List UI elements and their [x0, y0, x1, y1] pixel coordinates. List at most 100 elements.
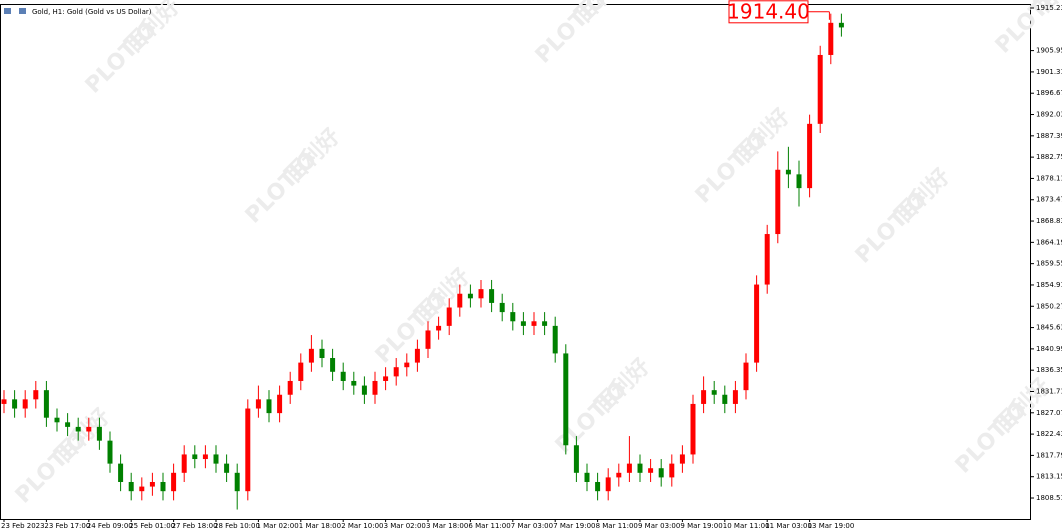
candle-body: [308, 348, 314, 363]
y-tick-label: 1905.95: [1036, 47, 1062, 55]
candle-body: [75, 426, 81, 432]
candle-body: [637, 463, 643, 473]
candle-body: [817, 54, 823, 124]
candle-body: [171, 472, 177, 492]
x-tick-label: 8 Mar 11:00: [596, 522, 638, 530]
candle-body: [330, 358, 336, 372]
candle-body: [785, 169, 791, 175]
candle-body: [669, 463, 675, 478]
x-tick-label: 3 Mar 18:00: [426, 522, 468, 530]
y-tick-label: 1808.51: [1036, 494, 1062, 502]
candle-body: [711, 390, 717, 395]
candle-body: [298, 362, 304, 381]
candle-body: [446, 307, 452, 326]
x-tick-label: 7 Mar 19:00: [553, 522, 595, 530]
candle-body: [255, 399, 261, 409]
y-tick-label: 1827.07: [1036, 409, 1062, 417]
y-tick-label: 1878.11: [1036, 174, 1062, 182]
candle-body: [690, 403, 696, 455]
candle-body: [510, 312, 516, 322]
x-tick-label: 3 Mar 02:00: [384, 522, 426, 530]
icon: [4, 8, 11, 14]
candle-body: [457, 293, 463, 308]
y-tick-label: 1887.39: [1036, 132, 1062, 140]
chart-title: Gold, H1: Gold (Gold vs US Dollar): [32, 8, 152, 16]
x-tick-label: 9 Mar 03:00: [638, 522, 680, 530]
candle-body: [404, 362, 410, 368]
candle-body: [626, 463, 632, 473]
candle-body: [743, 362, 749, 391]
y-tick-label: 1831.71: [1036, 387, 1062, 395]
candle-body: [414, 348, 420, 363]
x-tick-label: 2 Mar 10:00: [341, 522, 383, 530]
candle-body: [531, 321, 537, 326]
y-tick-label: 1854.91: [1036, 281, 1062, 289]
candle-body: [595, 481, 601, 492]
candle-body: [542, 321, 548, 326]
candle-body: [65, 422, 71, 427]
candle-body: [234, 472, 240, 492]
candle-body: [224, 463, 230, 473]
candle-body: [563, 353, 569, 446]
y-tick-label: 1822.43: [1036, 430, 1062, 438]
candle-body: [202, 454, 208, 460]
candle-body: [573, 445, 579, 473]
candle-body: [616, 472, 622, 478]
candle-body: [351, 380, 357, 386]
candle-body: [478, 289, 484, 299]
candle-body: [499, 302, 505, 313]
candle-body: [277, 394, 283, 414]
candle-body: [192, 454, 198, 460]
candle-body: [361, 385, 367, 395]
x-tick-label: 13 Mar 19:00: [808, 522, 855, 530]
candle-body: [107, 440, 113, 464]
candle-body: [425, 330, 431, 349]
candle-body: [12, 399, 18, 409]
y-tick-label: 1864.19: [1036, 238, 1062, 246]
candle-body: [796, 174, 802, 189]
candle-body: [1, 399, 7, 404]
candle-body: [118, 463, 124, 482]
x-tick-label: 9 Mar 19:00: [680, 522, 722, 530]
y-tick-label: 1915.23: [1036, 4, 1062, 12]
candle-body: [54, 417, 60, 423]
x-tick-label: 25 Feb 01:00: [129, 522, 175, 530]
plot: [1, 13, 844, 510]
candle-body: [658, 468, 664, 478]
candle-body: [807, 123, 813, 189]
candle-body: [520, 321, 526, 326]
x-tick-label: 11 Mar 03:00: [765, 522, 812, 530]
x-tick-label: 24 Feb 09:00: [87, 522, 133, 530]
y-tick-label: 1845.63: [1036, 324, 1062, 332]
y-tick-label: 1892.03: [1036, 111, 1062, 119]
y-tick-label: 1882.75: [1036, 153, 1062, 161]
y-tick-label: 1813.15: [1036, 473, 1062, 481]
y-tick-label: 1901.31: [1036, 68, 1062, 76]
price-box: [728, 0, 809, 24]
candle-body: [436, 325, 442, 331]
candle-body: [86, 426, 92, 432]
icon: [19, 8, 26, 14]
candle-body: [828, 22, 834, 55]
candle-body: [732, 390, 738, 404]
candle-body: [149, 481, 155, 487]
y-tick-label: 1896.67: [1036, 89, 1062, 97]
x-tick-label: 28 Feb 10:00: [214, 522, 260, 530]
x-tick-label: 1 Mar 18:00: [299, 522, 341, 530]
candle-body: [489, 289, 495, 303]
candle-body: [266, 399, 272, 414]
x-tick-label: 23 Feb 17:00: [44, 522, 90, 530]
x-tick-label: 7 Mar 03:00: [511, 522, 553, 530]
candle-body: [181, 454, 187, 473]
candle-body: [160, 481, 166, 492]
y-tick-label: 1836.35: [1036, 366, 1062, 374]
candle-body: [764, 234, 770, 285]
candle-body: [372, 380, 378, 395]
candle-body: [287, 380, 293, 395]
y-tick-label: 1850.27: [1036, 302, 1062, 310]
candle-body: [584, 472, 590, 482]
candle-body: [213, 454, 219, 464]
candle-body: [393, 367, 399, 377]
y-tick-label: 1873.47: [1036, 196, 1062, 204]
